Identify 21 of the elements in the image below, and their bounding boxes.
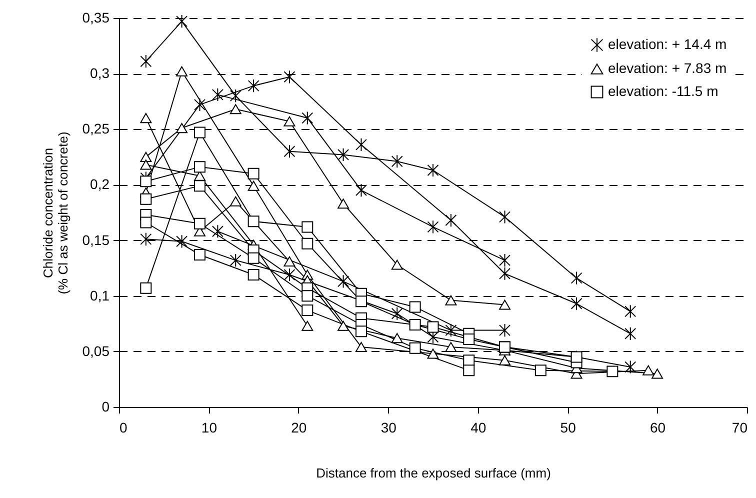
x-tick-label: 50 <box>560 420 576 436</box>
x-axis-title: Distance from the exposed surface (mm) <box>316 466 551 480</box>
y-axis-title: Chloride concentration (% Cl as weight of concrete) <box>40 132 70 294</box>
legend-label: elevation: + 7.83 m <box>608 60 727 76</box>
y-tick-label: 0,25 <box>82 120 110 137</box>
y-tick-label: 0,1 <box>90 287 110 304</box>
y-tick-label: 0,05 <box>82 342 110 359</box>
x-tick-label: 10 <box>201 420 218 436</box>
y-tick-label: 0,15 <box>82 232 110 248</box>
y-tick-label: 0 <box>102 398 110 414</box>
x-tick-label: 0 <box>120 420 128 436</box>
legend-label: elevation: -11.5 m <box>608 83 718 99</box>
y-tick-label: 0,35 <box>82 10 110 26</box>
x-tick-label: 70 <box>732 420 748 436</box>
x-tick-label: 40 <box>470 420 486 436</box>
x-tick-label: 60 <box>650 420 666 436</box>
y-tick-label: 0,2 <box>90 176 110 192</box>
x-tick-label: 20 <box>291 420 307 436</box>
legend-label: elevation: + 14.4 m <box>608 36 727 52</box>
x-tick-label: 30 <box>380 420 397 436</box>
y-tick-label: 0,3 <box>90 65 110 82</box>
